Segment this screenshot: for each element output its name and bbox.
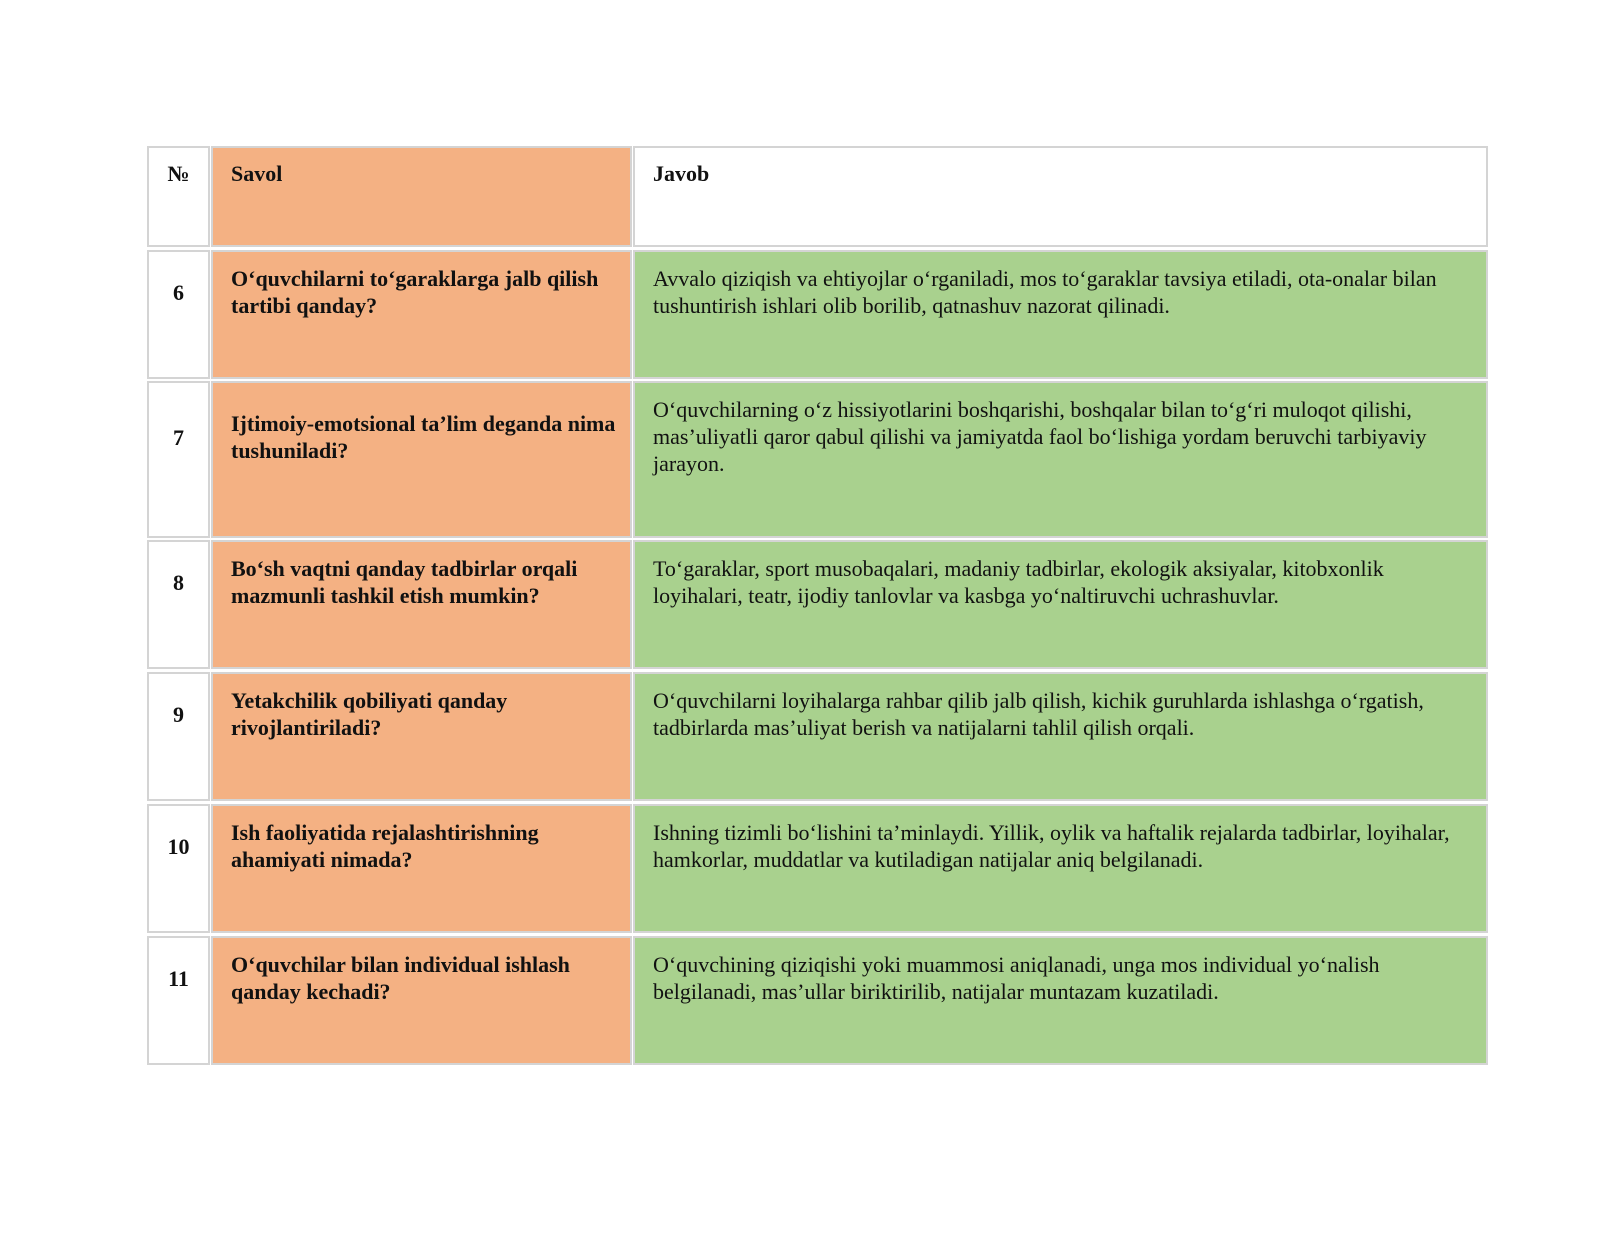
cell-text: Avvalo qiziqish va ehtiyojlar o‘rganilad… bbox=[653, 266, 1437, 318]
cell-text: Ijtimoiy-emotsional ta’lim deganda nima … bbox=[231, 411, 616, 463]
cell-text: 8 bbox=[173, 570, 184, 595]
cell-text: Javob bbox=[653, 161, 710, 186]
header-question: Savol bbox=[211, 146, 632, 247]
question: Ish faoliyatida rejalashtirishning ahami… bbox=[211, 804, 632, 933]
row-number: 7 bbox=[147, 381, 210, 538]
answer: O‘quvchilarni loyihalarga rahbar qilib j… bbox=[633, 672, 1488, 801]
cell-text: 10 bbox=[167, 834, 190, 859]
cell-text: Savol bbox=[231, 161, 283, 186]
cell-text: Ish faoliyatida rejalashtirishning ahami… bbox=[231, 820, 539, 872]
cell-text: 11 bbox=[168, 966, 189, 991]
question: Yetakchilik qobiliyati qanday rivojlanti… bbox=[211, 672, 632, 801]
question: Ijtimoiy-emotsional ta’lim deganda nima … bbox=[211, 381, 632, 538]
cell-text: Bo‘sh vaqtni qanday tadbirlar orqali maz… bbox=[231, 556, 578, 608]
row-number: 10 bbox=[147, 804, 210, 933]
cell-text: 7 bbox=[173, 425, 184, 450]
header-answer: Javob bbox=[633, 146, 1488, 247]
cell-text: O‘quvchilarning o‘z hissiyotlarini boshq… bbox=[653, 397, 1427, 476]
cell-text: Yetakchilik qobiliyati qanday rivojlanti… bbox=[231, 688, 508, 740]
cell-text: To‘garaklar, sport musobaqalari, madaniy… bbox=[653, 556, 1384, 608]
cell-text: 6 bbox=[173, 280, 184, 305]
answer: O‘quvchilarning o‘z hissiyotlarini boshq… bbox=[633, 381, 1488, 538]
cell-text: O‘quvchilarni loyihalarga rahbar qilib j… bbox=[653, 688, 1424, 740]
question: O‘quvchilar bilan individual ishlash qan… bbox=[211, 936, 632, 1065]
cell-text: O‘quvchilar bilan individual ishlash qan… bbox=[231, 952, 570, 1004]
answer: Ishning tizimli bo‘lishini ta’minlaydi. … bbox=[633, 804, 1488, 933]
answer: To‘garaklar, sport musobaqalari, madaniy… bbox=[633, 540, 1488, 669]
row-number: 6 bbox=[147, 250, 210, 379]
row-number: 8 bbox=[147, 540, 210, 669]
header-row-number: № bbox=[147, 146, 210, 247]
row-number: 11 bbox=[147, 936, 210, 1065]
row-number: 9 bbox=[147, 672, 210, 801]
cell-text: № bbox=[167, 161, 190, 186]
question: O‘quvchilarni to‘garaklarga jalb qilish … bbox=[211, 250, 632, 379]
answer: O‘quvchining qiziqishi yoki muammosi ani… bbox=[633, 936, 1488, 1065]
cell-text: Ishning tizimli bo‘lishini ta’minlaydi. … bbox=[653, 820, 1450, 872]
cell-text: O‘quvchining qiziqishi yoki muammosi ani… bbox=[653, 952, 1380, 1004]
cell-text: 9 bbox=[173, 702, 184, 727]
cell-text: O‘quvchilarni to‘garaklarga jalb qilish … bbox=[231, 266, 599, 318]
question: Bo‘sh vaqtni qanday tadbirlar orqali maz… bbox=[211, 540, 632, 669]
answer: Avvalo qiziqish va ehtiyojlar o‘rganilad… bbox=[633, 250, 1488, 379]
